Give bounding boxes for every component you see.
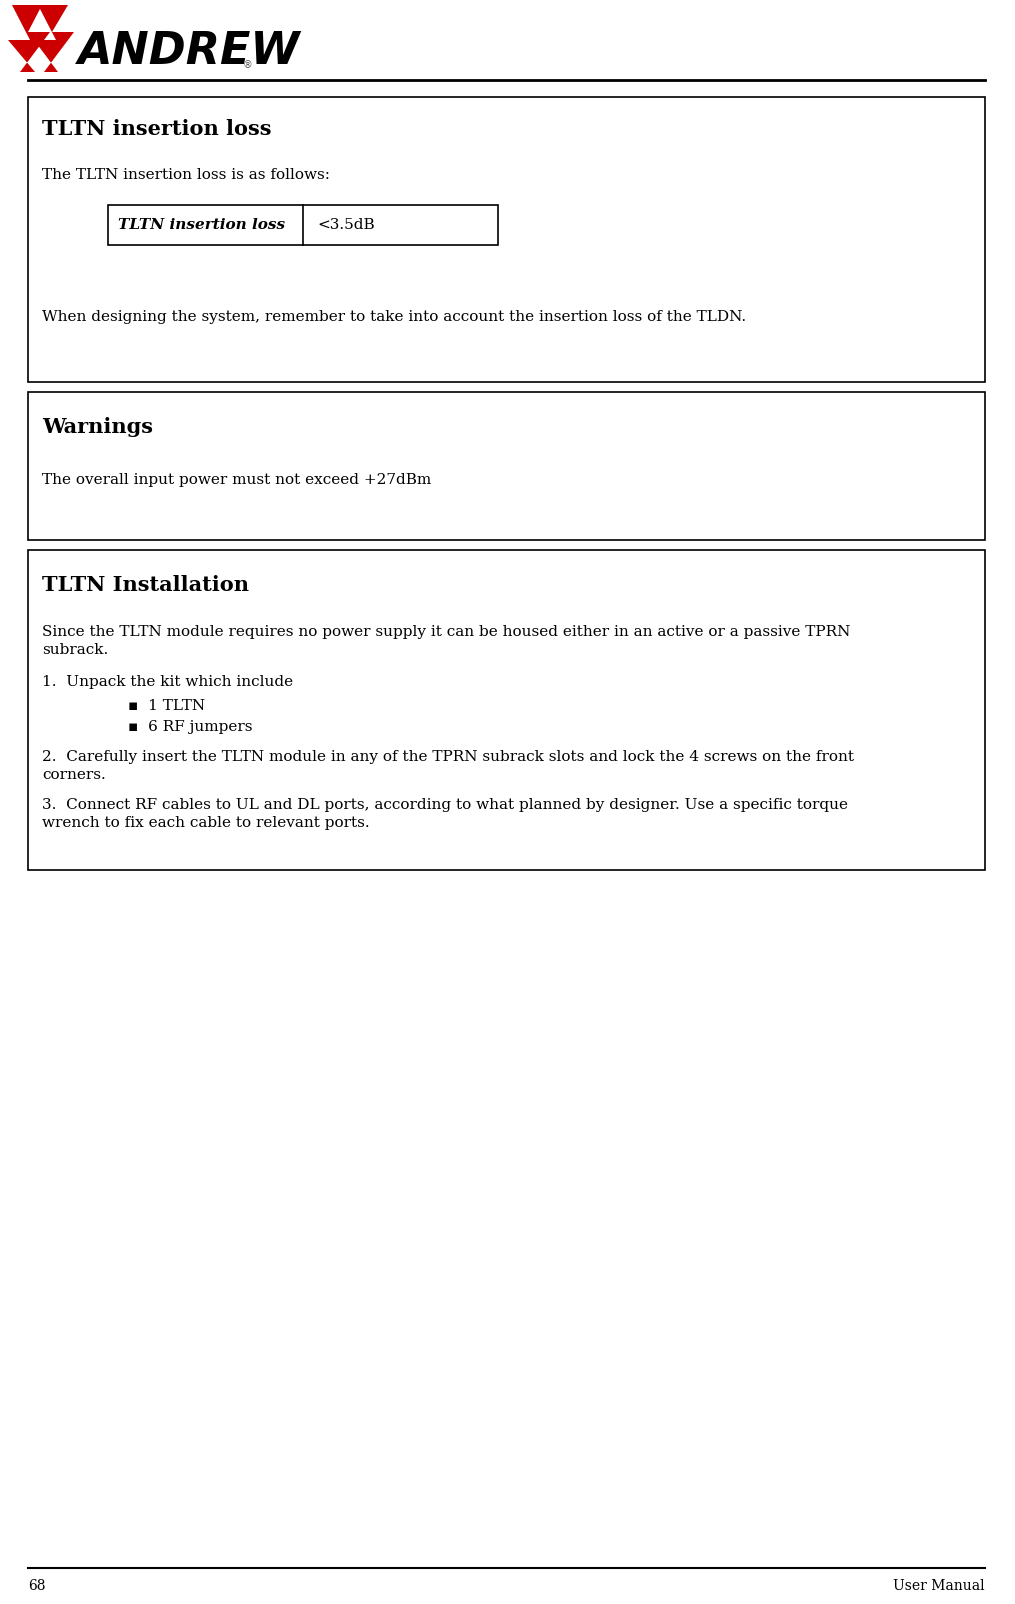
Text: The TLTN insertion loss is as follows:: The TLTN insertion loss is as follows: bbox=[42, 168, 330, 181]
FancyBboxPatch shape bbox=[28, 550, 985, 869]
Text: 3.  Connect RF cables to UL and DL ports, according to what planned by designer.: 3. Connect RF cables to UL and DL ports,… bbox=[42, 799, 848, 812]
FancyBboxPatch shape bbox=[28, 96, 985, 382]
Text: 1.  Unpack the kit which include: 1. Unpack the kit which include bbox=[42, 675, 293, 690]
Text: TLTN Installation: TLTN Installation bbox=[42, 574, 249, 595]
FancyBboxPatch shape bbox=[28, 391, 985, 541]
Text: Warnings: Warnings bbox=[42, 417, 153, 436]
FancyBboxPatch shape bbox=[108, 205, 498, 245]
Text: wrench to fix each cable to relevant ports.: wrench to fix each cable to relevant por… bbox=[42, 816, 369, 829]
Text: TLTN insertion loss: TLTN insertion loss bbox=[118, 218, 285, 233]
Text: subrack.: subrack. bbox=[42, 643, 109, 658]
Text: <3.5dB: <3.5dB bbox=[317, 218, 375, 233]
Text: The overall input power must not exceed +27dBm: The overall input power must not exceed … bbox=[42, 473, 431, 488]
Text: ANDREW: ANDREW bbox=[78, 30, 300, 74]
Text: When designing the system, remember to take into account the insertion loss of t: When designing the system, remember to t… bbox=[42, 310, 746, 324]
Polygon shape bbox=[33, 5, 74, 72]
Text: Since the TLTN module requires no power supply it can be housed either in an act: Since the TLTN module requires no power … bbox=[42, 626, 851, 638]
Text: corners.: corners. bbox=[42, 768, 106, 783]
Polygon shape bbox=[8, 5, 50, 72]
Text: User Manual: User Manual bbox=[893, 1578, 985, 1593]
Text: ®: ® bbox=[243, 59, 253, 71]
Text: TLTN insertion loss: TLTN insertion loss bbox=[42, 119, 271, 140]
Text: ▪  6 RF jumpers: ▪ 6 RF jumpers bbox=[128, 720, 253, 735]
Text: ▪  1 TLTN: ▪ 1 TLTN bbox=[128, 699, 205, 714]
Text: 2.  Carefully insert the TLTN module in any of the TPRN subrack slots and lock t: 2. Carefully insert the TLTN module in a… bbox=[42, 751, 854, 764]
Text: 68: 68 bbox=[28, 1578, 46, 1593]
